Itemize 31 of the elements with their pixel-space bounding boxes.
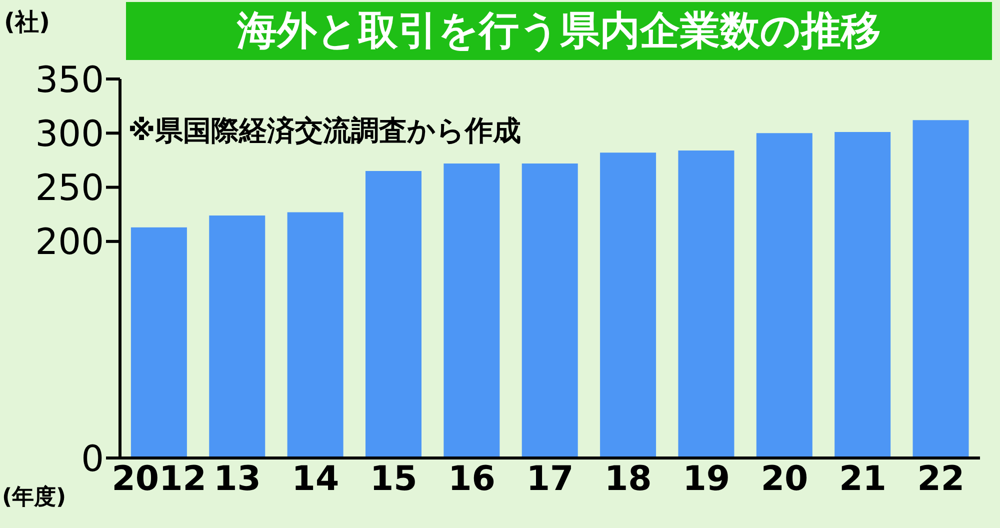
x-tick-label: 16 <box>448 459 496 500</box>
bar <box>912 120 969 458</box>
bar <box>678 150 734 458</box>
x-tick-label: 15 <box>370 459 418 500</box>
y-tick-label: 300 <box>35 114 104 155</box>
bar <box>834 132 891 458</box>
y-axis-title: (社) <box>4 7 50 38</box>
bar <box>130 227 187 458</box>
bar <box>756 133 812 458</box>
bar <box>444 163 500 458</box>
y-tick-label: 250 <box>35 168 104 210</box>
x-tick-label: 2012 <box>112 459 206 500</box>
y-tick-label: 350 <box>35 60 104 101</box>
bar <box>209 215 266 458</box>
y-tick-label: 200 <box>35 222 104 264</box>
x-tick-label: 19 <box>682 459 730 500</box>
bar <box>522 163 578 458</box>
x-tick-label: 20 <box>760 459 808 500</box>
x-axis-title: (年度) <box>2 484 66 512</box>
bar <box>600 152 656 458</box>
y-tick-label: 0 <box>81 438 104 480</box>
x-tick-label: 22 <box>917 459 965 500</box>
x-tick-label: 14 <box>292 459 340 500</box>
x-tick-label: 21 <box>839 459 886 500</box>
bar <box>287 212 344 458</box>
chart-title: 海外と取引を行う県内企業数の推移 <box>126 2 992 60</box>
x-tick-label: 17 <box>526 459 574 500</box>
x-tick-label: 13 <box>214 459 261 500</box>
x-tick-label: 18 <box>604 459 652 500</box>
bar <box>365 171 422 458</box>
annotation: ※県国際経済交流調査から作成 <box>128 113 522 149</box>
